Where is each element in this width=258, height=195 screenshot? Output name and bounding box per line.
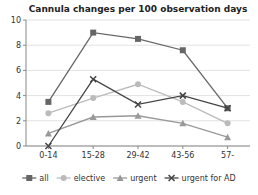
point: [180, 99, 186, 105]
point: [225, 105, 231, 111]
grid-line: [26, 70, 250, 71]
tick-label: 57-: [221, 151, 234, 160]
series: [45, 112, 231, 140]
line: [48, 116, 227, 137]
legend-label: urgent: [130, 174, 156, 183]
line: [48, 79, 227, 146]
title: Cannula changes per 100 observation days: [29, 4, 248, 14]
point: [135, 36, 141, 42]
line: [48, 33, 227, 109]
tick-label: 10: [11, 16, 21, 25]
point: [90, 95, 96, 101]
legend-marker: [117, 175, 124, 182]
plot-area: [45, 30, 231, 149]
legend-marker: [169, 175, 175, 181]
grid-line: [26, 120, 250, 121]
legend-item: elective: [57, 174, 106, 183]
point: [90, 76, 96, 82]
grid-line: [26, 45, 250, 46]
legend-item: all: [22, 174, 48, 183]
point: [180, 93, 186, 99]
tick-label: 0: [16, 142, 21, 151]
tick-label: 6: [16, 66, 21, 75]
point: [45, 130, 52, 137]
tick-mark: [138, 146, 139, 149]
tick-label: 8: [16, 41, 21, 50]
point: [179, 120, 186, 127]
point: [225, 120, 231, 126]
legend-marker: [26, 175, 32, 181]
series: [45, 30, 230, 112]
x-axis: 0-14 15-28 29-42 43-56 57-: [26, 146, 250, 160]
point: [90, 30, 96, 36]
tick-label: 0-14: [39, 151, 57, 160]
grid-line: [26, 20, 250, 21]
point: [224, 134, 231, 141]
point: [45, 143, 51, 149]
legend-label: all: [39, 174, 48, 183]
chart: Cannula changes per 100 observation days…: [0, 0, 258, 195]
point: [135, 101, 141, 107]
point: [135, 112, 142, 119]
grid-line: [26, 95, 250, 96]
legend-item: urgent: [113, 174, 156, 183]
point: [180, 47, 186, 53]
legend-label: elective: [74, 174, 106, 183]
point: [45, 110, 51, 116]
series: [45, 81, 230, 126]
tick-label: 43-56: [171, 151, 194, 160]
tick-label: 2: [16, 117, 21, 126]
legend: all elective urgent urgent for AD: [22, 174, 235, 183]
tick-mark: [182, 146, 183, 149]
series: [45, 76, 230, 149]
axis-line: [26, 20, 27, 146]
legend-item: urgent for AD: [165, 174, 236, 183]
tick-label: 15-28: [82, 151, 105, 160]
legend-label: urgent for AD: [182, 174, 236, 183]
line: [48, 84, 227, 123]
tick-label: 29-42: [126, 151, 149, 160]
point: [45, 99, 51, 105]
legend-marker: [61, 175, 67, 181]
point: [90, 114, 97, 121]
point: [135, 81, 141, 87]
y-axis: 0 2 4 6 8 10: [11, 16, 250, 151]
tick-label: 4: [16, 92, 21, 101]
tick-mark: [227, 146, 228, 149]
tick-mark: [93, 146, 94, 149]
